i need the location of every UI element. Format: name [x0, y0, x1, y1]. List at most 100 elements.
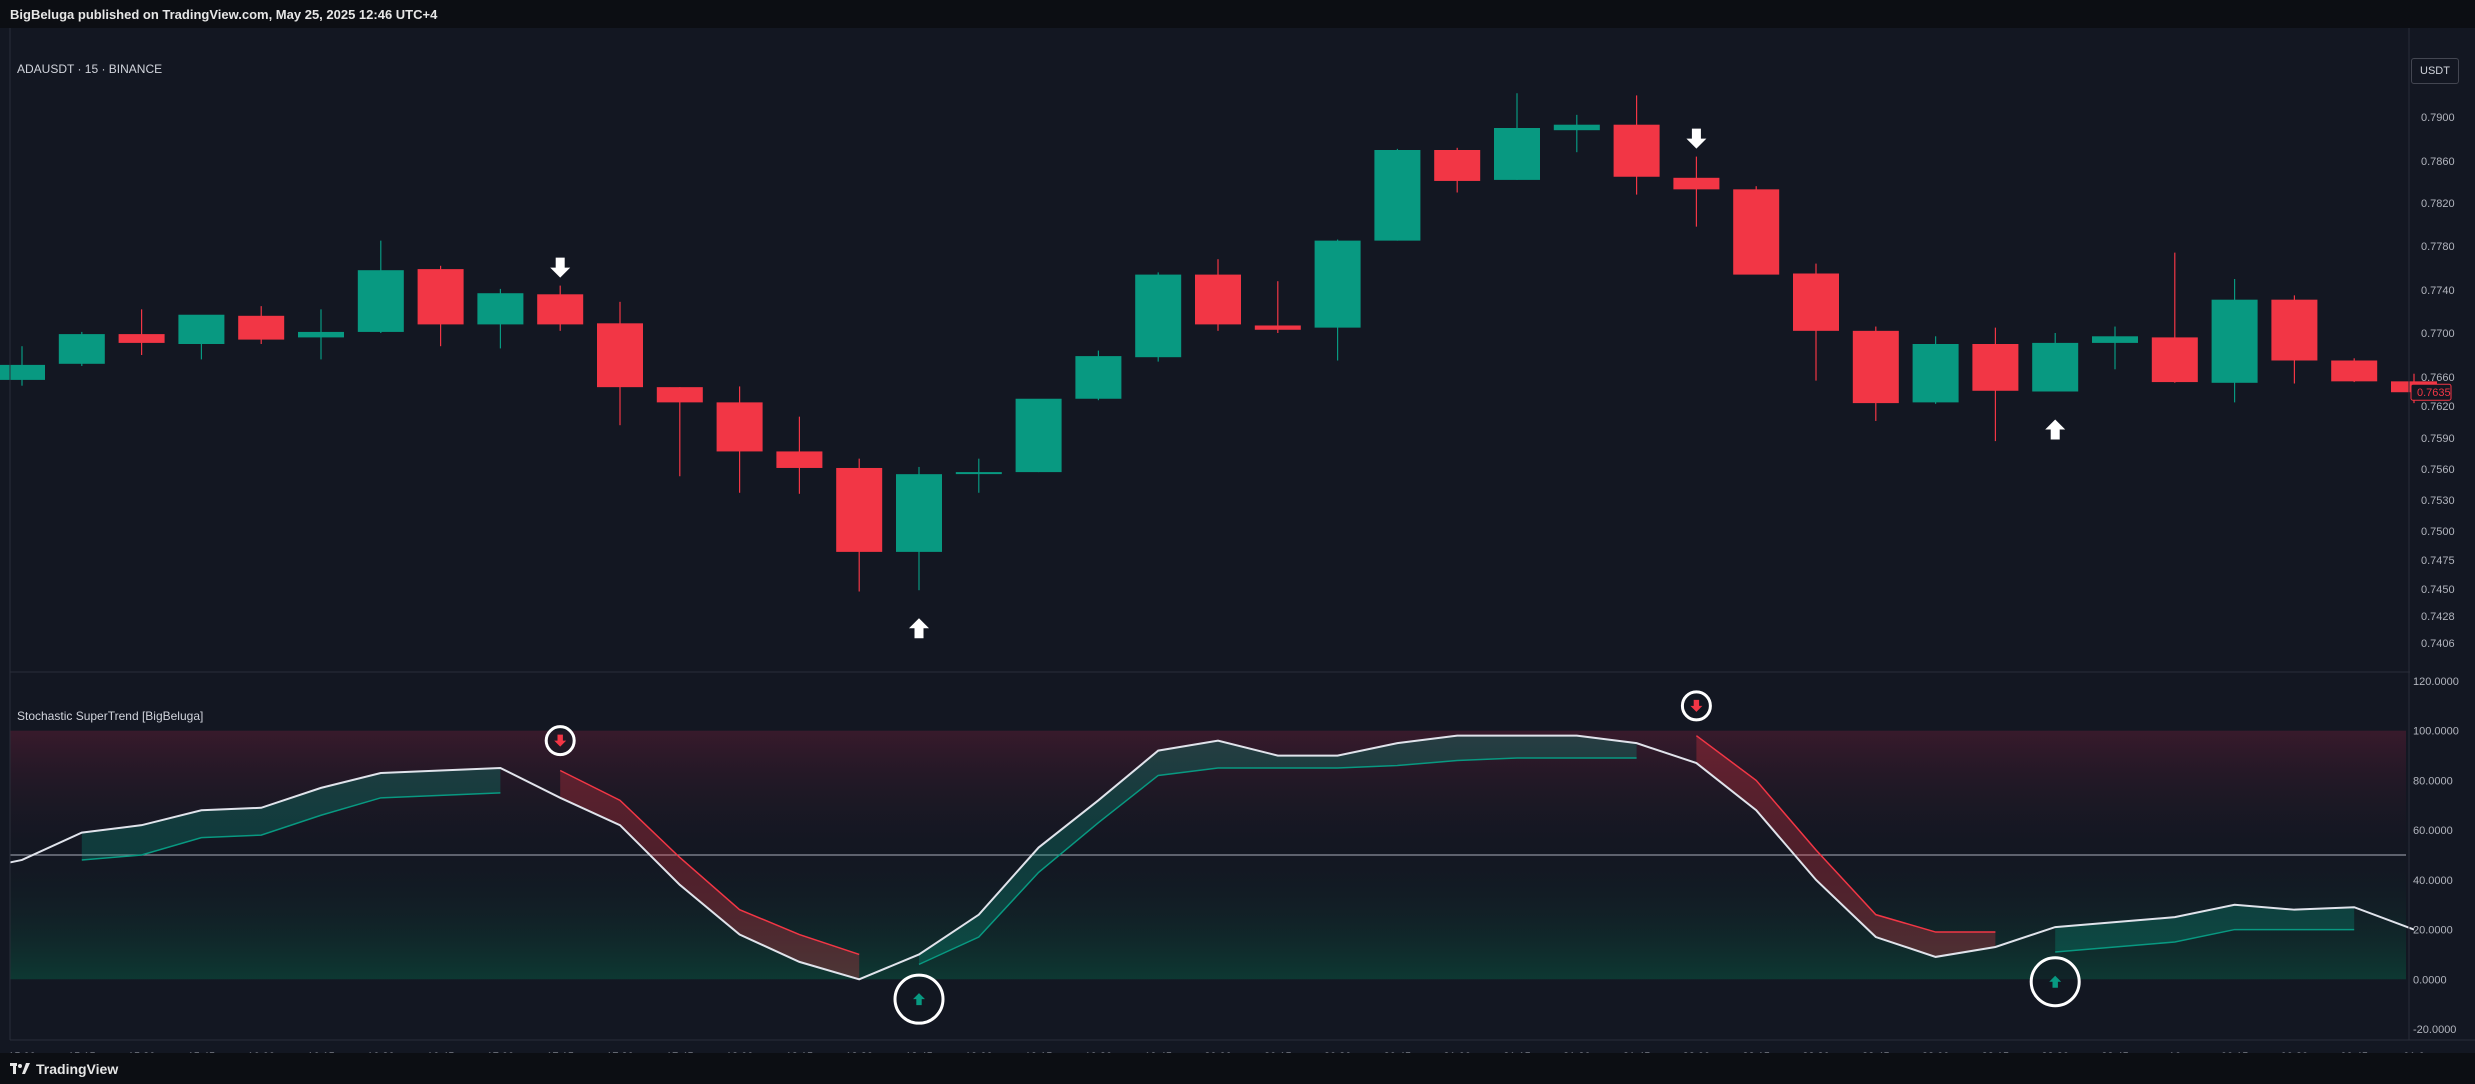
- time-tick-label: 20:00: [1204, 1051, 1232, 1053]
- time-tick-label: 19:30: [1085, 1051, 1113, 1053]
- candle: [597, 301, 643, 426]
- sell-arrow-icon: [1686, 128, 1707, 149]
- time-tick-label: 20:45: [1384, 1051, 1412, 1053]
- candle: [656, 387, 703, 477]
- buy-signal-marker: [2029, 956, 2081, 1008]
- time-tick-label: 18:45: [905, 1051, 933, 1053]
- candle: [1733, 186, 1780, 275]
- time-tick-label: 17:45: [666, 1051, 694, 1053]
- candle-body: [1912, 344, 1959, 403]
- time-tick-label: 22:15: [1742, 1051, 1770, 1053]
- candle: [716, 386, 763, 493]
- candle: [1673, 156, 1720, 227]
- time-tick-label: 16:45: [427, 1051, 455, 1053]
- time-tick-label: 15:00: [8, 1051, 36, 1053]
- oscillator-tick-label: 40.0000: [2413, 875, 2453, 887]
- candle: [2331, 358, 2378, 383]
- sell-signal-marker: [544, 725, 576, 757]
- candle-body: [2331, 360, 2378, 382]
- buy-signal-marker: [893, 973, 945, 1025]
- chart-canvas[interactable]: 0.79500.79000.78600.78200.77800.77400.77…: [0, 28, 2475, 1053]
- time-tick-label: 15:15: [68, 1051, 96, 1053]
- candle-body: [357, 270, 404, 332]
- oscillator-tick-label: 80.0000: [2413, 775, 2453, 787]
- symbol-label: ADAUSDT · 15 · BINANCE: [17, 62, 163, 76]
- candle: [1613, 95, 1660, 195]
- overbought-zone: [10, 730, 2406, 855]
- candle: [1314, 239, 1361, 361]
- candle-body: [1613, 124, 1660, 177]
- sell-arrow-icon: [550, 257, 571, 278]
- candle-body: [1135, 274, 1182, 358]
- time-tick-label: 23:30: [2041, 1051, 2069, 1053]
- time-tick-label: 19:00: [965, 1051, 993, 1053]
- bull-trend-band: [81, 768, 501, 860]
- candle: [58, 331, 105, 366]
- indicator-label[interactable]: Stochastic SuperTrend [BigBeluga]: [17, 709, 204, 723]
- candle: [238, 306, 285, 344]
- candle: [1972, 327, 2019, 442]
- candle-body: [2211, 299, 2258, 383]
- price-tick-label: 0.7900: [2421, 112, 2455, 124]
- price-tick-label: 0.7620: [2421, 401, 2455, 413]
- candle-body: [1015, 398, 1062, 473]
- candle: [2151, 252, 2198, 383]
- candle-body: [58, 334, 105, 364]
- last-price-label: 0.7635: [2417, 387, 2451, 399]
- bull-trend-line: [2055, 928, 2355, 953]
- candle-body: [1852, 330, 1899, 404]
- time-tick-label: 00:45: [2340, 1051, 2368, 1053]
- time-tick-label: 18:30: [845, 1051, 873, 1053]
- candle: [1494, 93, 1540, 180]
- candle: [1374, 148, 1421, 241]
- arrow-up-icon: [2049, 975, 2062, 988]
- candle-body: [1374, 150, 1421, 241]
- time-tick-label: 01:0: [2403, 1051, 2424, 1053]
- oscillator-tick-label: 120.0000: [2413, 676, 2459, 688]
- candle-body: [656, 387, 703, 403]
- time-tick-label: 23:45: [2101, 1051, 2129, 1053]
- tradingview-logo[interactable]: TradingView: [10, 1061, 118, 1077]
- candle: [1254, 281, 1301, 333]
- candle-body: [1075, 356, 1122, 399]
- buy-arrow-icon: [909, 618, 929, 639]
- time-tick-label: 21:30: [1563, 1051, 1591, 1053]
- price-tick-label: 0.7560: [2421, 464, 2455, 476]
- candle-body: [836, 467, 883, 552]
- candle: [896, 466, 942, 591]
- candle-body: [1972, 344, 2019, 391]
- time-tick-label: 19:15: [1025, 1051, 1053, 1053]
- candle: [955, 458, 1002, 493]
- candle: [1015, 398, 1062, 473]
- candle-body: [537, 294, 584, 325]
- oscillator-tick-label: 60.0000: [2413, 825, 2453, 837]
- time-tick-label: 00:15: [2221, 1051, 2249, 1053]
- time-tick-label: 00:30: [2281, 1051, 2309, 1053]
- bull-trend-band: [919, 735, 1637, 965]
- candle-body: [955, 472, 1002, 475]
- bear-trend-band: [560, 770, 860, 980]
- candle: [2211, 279, 2258, 403]
- candle: [1135, 272, 1182, 362]
- candle: [298, 309, 344, 360]
- currency-button[interactable]: USDT: [2411, 58, 2459, 84]
- price-tick-label: 0.7500: [2421, 526, 2455, 538]
- chart-area[interactable]: 0.79500.79000.78600.78200.77800.77400.77…: [0, 28, 2475, 1053]
- candle-body: [298, 331, 344, 338]
- time-tick-label: 23:15: [1982, 1051, 2010, 1053]
- candle-body: [477, 293, 524, 325]
- candle: [1852, 326, 1899, 421]
- bear-trend-line: [1695, 735, 1996, 933]
- candle-body: [1195, 274, 1241, 325]
- candle-body: [1793, 273, 1839, 331]
- time-tick-label: 17:15: [546, 1051, 574, 1053]
- candle-body: [1314, 240, 1361, 328]
- arrow-up-icon: [913, 993, 925, 1006]
- candle: [417, 265, 464, 347]
- candle-body: [118, 334, 165, 343]
- candle: [2092, 326, 2138, 370]
- candle-body: [2151, 337, 2198, 383]
- candle-body: [178, 314, 225, 344]
- candle: [1553, 114, 1600, 153]
- candle: [1434, 147, 1481, 193]
